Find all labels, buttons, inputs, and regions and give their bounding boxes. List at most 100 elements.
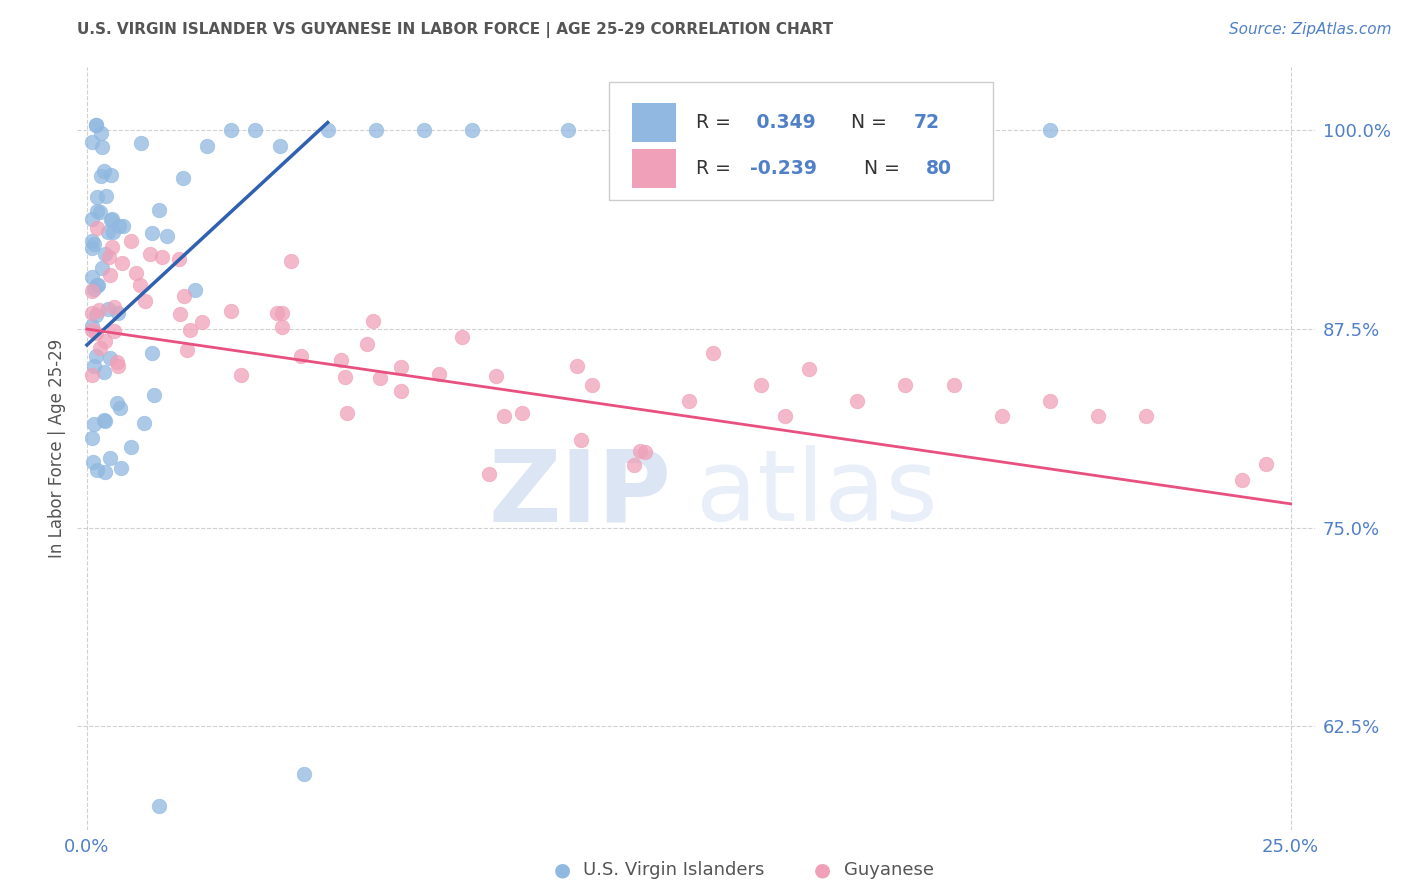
Point xyxy=(356,337,378,351)
Point xyxy=(86,204,108,219)
Text: U.S. VIRGIN ISLANDER VS GUYANESE IN LABOR FORCE | AGE 25-29 CORRELATION CHART: U.S. VIRGIN ISLANDER VS GUYANESE IN LABO… xyxy=(77,22,834,38)
Text: ZIP: ZIP xyxy=(488,445,671,542)
Point xyxy=(80,135,103,149)
Point xyxy=(245,123,267,137)
Point xyxy=(110,461,132,475)
Text: 80: 80 xyxy=(927,159,952,178)
Text: atlas: atlas xyxy=(696,445,938,542)
Text: 72: 72 xyxy=(914,113,939,132)
Point xyxy=(103,324,125,338)
Point xyxy=(172,171,194,186)
Point xyxy=(492,409,515,423)
Point xyxy=(134,293,156,308)
Point xyxy=(557,123,579,137)
Point xyxy=(101,240,124,254)
Point xyxy=(83,417,105,432)
Point xyxy=(80,306,103,320)
Point xyxy=(94,188,117,202)
Text: U.S. Virgin Islanders: U.S. Virgin Islanders xyxy=(583,861,765,879)
Point xyxy=(101,212,124,227)
Point xyxy=(84,308,107,322)
Point xyxy=(103,300,125,314)
Point xyxy=(183,283,205,297)
Point xyxy=(1256,457,1278,471)
Text: -0.239: -0.239 xyxy=(751,159,817,178)
Point xyxy=(94,334,117,348)
Point xyxy=(329,353,352,368)
Point xyxy=(93,466,115,480)
Text: R =: R = xyxy=(696,113,737,132)
Point xyxy=(80,270,103,285)
Point xyxy=(221,123,243,137)
Point xyxy=(107,306,129,320)
Point xyxy=(333,370,356,384)
Text: 0.349: 0.349 xyxy=(751,113,815,132)
Point xyxy=(510,406,533,420)
Point xyxy=(1039,393,1062,408)
Point xyxy=(155,229,177,244)
Point xyxy=(894,377,917,392)
Point xyxy=(91,261,114,276)
Point xyxy=(316,123,339,137)
Point xyxy=(93,365,115,379)
Text: R =: R = xyxy=(696,159,737,178)
Point xyxy=(271,320,294,334)
Point xyxy=(105,396,128,410)
Point xyxy=(98,251,121,265)
Point xyxy=(623,458,645,473)
Point xyxy=(368,370,391,384)
Point xyxy=(654,123,676,137)
Point xyxy=(86,189,108,203)
Point xyxy=(90,126,112,140)
Point xyxy=(389,360,412,375)
Point xyxy=(749,123,772,137)
Point xyxy=(191,315,214,329)
Point xyxy=(80,319,103,334)
Point xyxy=(141,226,163,240)
Text: Source: ZipAtlas.com: Source: ZipAtlas.com xyxy=(1229,22,1392,37)
Point xyxy=(1039,123,1062,137)
Point xyxy=(143,388,166,402)
Point xyxy=(266,306,288,320)
Text: ●: ● xyxy=(554,860,571,880)
Point xyxy=(132,416,155,430)
Point xyxy=(84,349,107,363)
Point xyxy=(749,377,772,392)
Point xyxy=(628,444,651,458)
Point xyxy=(80,431,103,445)
Point xyxy=(83,237,105,252)
Point xyxy=(80,234,103,248)
Point xyxy=(389,384,412,399)
Point xyxy=(1087,409,1109,424)
Point xyxy=(361,314,384,328)
Point xyxy=(221,304,243,318)
Text: ●: ● xyxy=(814,860,831,880)
Point xyxy=(290,349,312,363)
Point xyxy=(364,123,387,137)
Point xyxy=(93,413,115,427)
Point xyxy=(427,367,450,381)
Point xyxy=(141,346,163,360)
Point xyxy=(98,268,121,283)
Point xyxy=(942,377,965,392)
Point xyxy=(89,341,111,355)
Point xyxy=(942,123,965,137)
Point xyxy=(1135,409,1157,424)
Point xyxy=(336,406,359,420)
Point xyxy=(138,247,160,261)
Point xyxy=(169,252,191,267)
Point xyxy=(80,211,103,226)
Point xyxy=(173,289,195,303)
Point xyxy=(176,343,198,358)
Point xyxy=(292,767,315,781)
Point xyxy=(129,136,152,150)
Point xyxy=(485,369,508,384)
Point xyxy=(111,219,134,233)
Point xyxy=(150,251,173,265)
Point xyxy=(97,225,120,239)
Point xyxy=(565,359,588,373)
Point xyxy=(111,256,134,270)
Point xyxy=(94,247,117,261)
Point xyxy=(86,463,108,477)
Point xyxy=(797,361,820,376)
